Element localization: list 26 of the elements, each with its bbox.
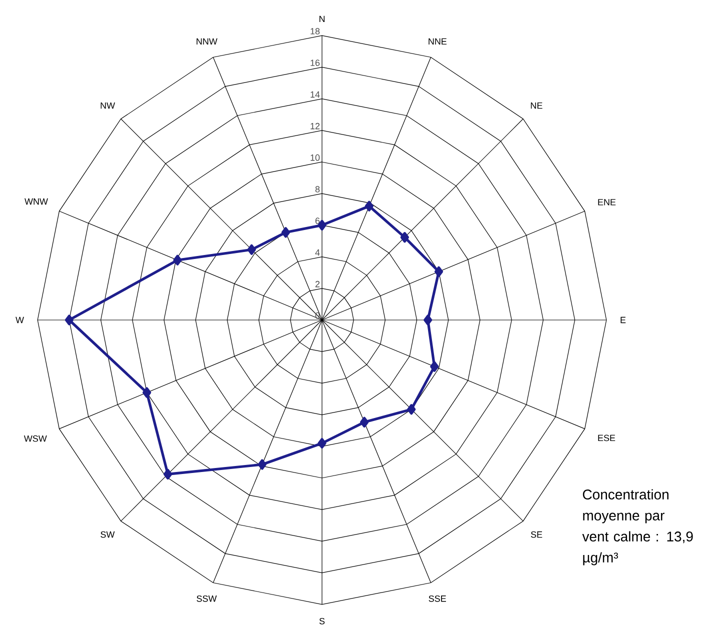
- spoke-label: ENE: [598, 199, 616, 206]
- spoke-label: N: [319, 16, 325, 22]
- spoke-label: WSW: [24, 435, 47, 442]
- spoke-label: NW: [100, 102, 116, 109]
- y-tick-label: 2: [315, 280, 320, 288]
- spoke-label: SW: [100, 531, 115, 538]
- spoke-label: NE: [530, 102, 542, 109]
- spoke-label: W: [16, 316, 24, 324]
- y-tick-label: 16: [310, 60, 320, 66]
- spoke-label: NNW: [196, 38, 218, 45]
- spoke-label: NNE: [428, 38, 447, 45]
- y-tick-label: 14: [310, 91, 320, 98]
- spoke-label: E: [620, 316, 626, 324]
- y-tick-label: 12: [310, 122, 320, 130]
- y-tick-label: 18: [310, 28, 320, 34]
- spoke-label: S: [319, 618, 325, 624]
- y-tick-label: 10: [310, 154, 320, 161]
- text: Concentration moyenne par vent calme : 13,9 µg/m³: [582, 489, 693, 566]
- spoke-label: SE: [530, 531, 542, 538]
- spoke-label: SSE: [428, 595, 446, 602]
- y-tick-label: 4: [315, 249, 320, 256]
- spoke-label: SSW: [196, 595, 217, 602]
- spoke-label: ESE: [598, 434, 616, 442]
- y-tick-label: 6: [315, 218, 320, 224]
- spoke-label: WNW: [24, 198, 48, 205]
- y-tick-label: 8: [315, 186, 320, 192]
